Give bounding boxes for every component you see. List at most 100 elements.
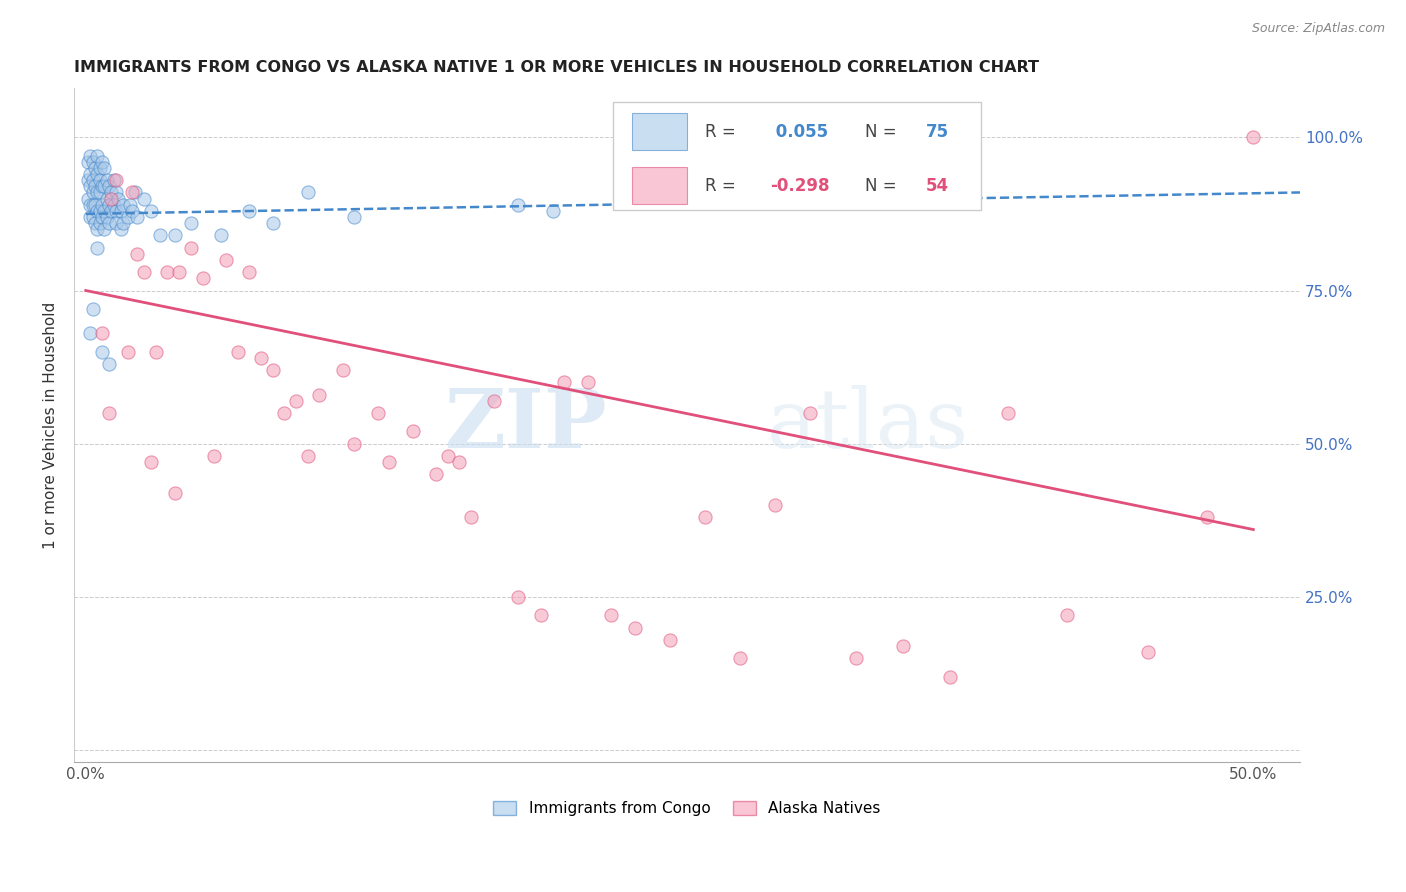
Point — [86, 186, 108, 200]
Point — [82, 186, 104, 200]
Point — [449, 455, 471, 469]
Point — [238, 203, 260, 218]
Point — [134, 192, 156, 206]
Point — [600, 608, 623, 623]
Point — [541, 203, 564, 218]
Point — [460, 510, 482, 524]
Point — [120, 197, 142, 211]
Point — [332, 363, 354, 377]
Point — [93, 179, 115, 194]
Point — [91, 197, 114, 211]
Point — [89, 161, 111, 175]
Point — [997, 406, 1019, 420]
Text: R =: R = — [706, 123, 741, 141]
Point — [117, 210, 139, 224]
Point — [79, 326, 101, 341]
Text: Source: ZipAtlas.com: Source: ZipAtlas.com — [1251, 22, 1385, 36]
Point — [343, 210, 366, 224]
Point — [84, 197, 107, 211]
Point — [209, 228, 232, 243]
Point — [799, 406, 821, 420]
Point — [576, 376, 599, 390]
Point — [226, 344, 249, 359]
Point — [262, 216, 284, 230]
Point — [308, 387, 330, 401]
Point — [163, 228, 186, 243]
Point — [79, 167, 101, 181]
Point — [79, 210, 101, 224]
Point — [343, 436, 366, 450]
Point — [77, 192, 100, 206]
Point — [845, 651, 868, 665]
Point — [107, 192, 129, 206]
Point — [127, 210, 149, 224]
Point — [530, 608, 553, 623]
Point — [112, 216, 135, 230]
Point — [939, 670, 962, 684]
Text: 0.055: 0.055 — [770, 123, 828, 141]
Point — [297, 449, 319, 463]
Point — [91, 210, 114, 224]
Point — [149, 228, 172, 243]
Point — [79, 149, 101, 163]
Point — [141, 455, 163, 469]
Point — [553, 376, 575, 390]
Text: N =: N = — [865, 177, 901, 194]
Point — [91, 326, 114, 341]
Text: R =: R = — [706, 177, 741, 194]
Point — [103, 173, 125, 187]
Point — [89, 186, 111, 200]
Point — [506, 590, 529, 604]
Text: ZIP: ZIP — [444, 385, 607, 466]
Point — [91, 154, 114, 169]
Point — [202, 449, 225, 463]
Point — [238, 265, 260, 279]
Text: IMMIGRANTS FROM CONGO VS ALASKA NATIVE 1 OR MORE VEHICLES IN HOUSEHOLD CORRELATI: IMMIGRANTS FROM CONGO VS ALASKA NATIVE 1… — [75, 60, 1039, 75]
Point — [79, 197, 101, 211]
Point — [98, 406, 121, 420]
Point — [103, 197, 125, 211]
Point — [100, 192, 122, 206]
Point — [91, 344, 114, 359]
Point — [273, 406, 295, 420]
Point — [484, 393, 506, 408]
Point — [79, 179, 101, 194]
Point — [180, 216, 202, 230]
Point — [163, 485, 186, 500]
Point — [1241, 130, 1264, 145]
Point — [121, 186, 143, 200]
Legend: Immigrants from Congo, Alaska Natives: Immigrants from Congo, Alaska Natives — [488, 795, 887, 822]
Point — [658, 632, 681, 647]
Point — [623, 621, 645, 635]
Point — [436, 449, 458, 463]
Point — [110, 203, 132, 218]
Point — [84, 216, 107, 230]
Y-axis label: 1 or more Vehicles in Household: 1 or more Vehicles in Household — [44, 301, 58, 549]
Point — [1056, 608, 1078, 623]
FancyBboxPatch shape — [613, 102, 981, 210]
Point — [728, 651, 751, 665]
Point — [86, 167, 108, 181]
Point — [105, 173, 128, 187]
Point — [891, 639, 914, 653]
Point — [156, 265, 179, 279]
Point — [96, 173, 118, 187]
Point — [86, 203, 108, 218]
Point — [117, 344, 139, 359]
Point — [84, 161, 107, 175]
Point — [86, 149, 108, 163]
Text: atlas: atlas — [766, 385, 969, 466]
Point — [262, 363, 284, 377]
Point — [367, 406, 389, 420]
Point — [145, 344, 167, 359]
Point — [93, 203, 115, 218]
Point — [82, 301, 104, 316]
Point — [98, 216, 121, 230]
Point — [82, 173, 104, 187]
Point — [100, 186, 122, 200]
Point — [763, 498, 786, 512]
FancyBboxPatch shape — [631, 113, 688, 151]
Point — [96, 192, 118, 206]
Point — [86, 241, 108, 255]
Point — [191, 271, 214, 285]
